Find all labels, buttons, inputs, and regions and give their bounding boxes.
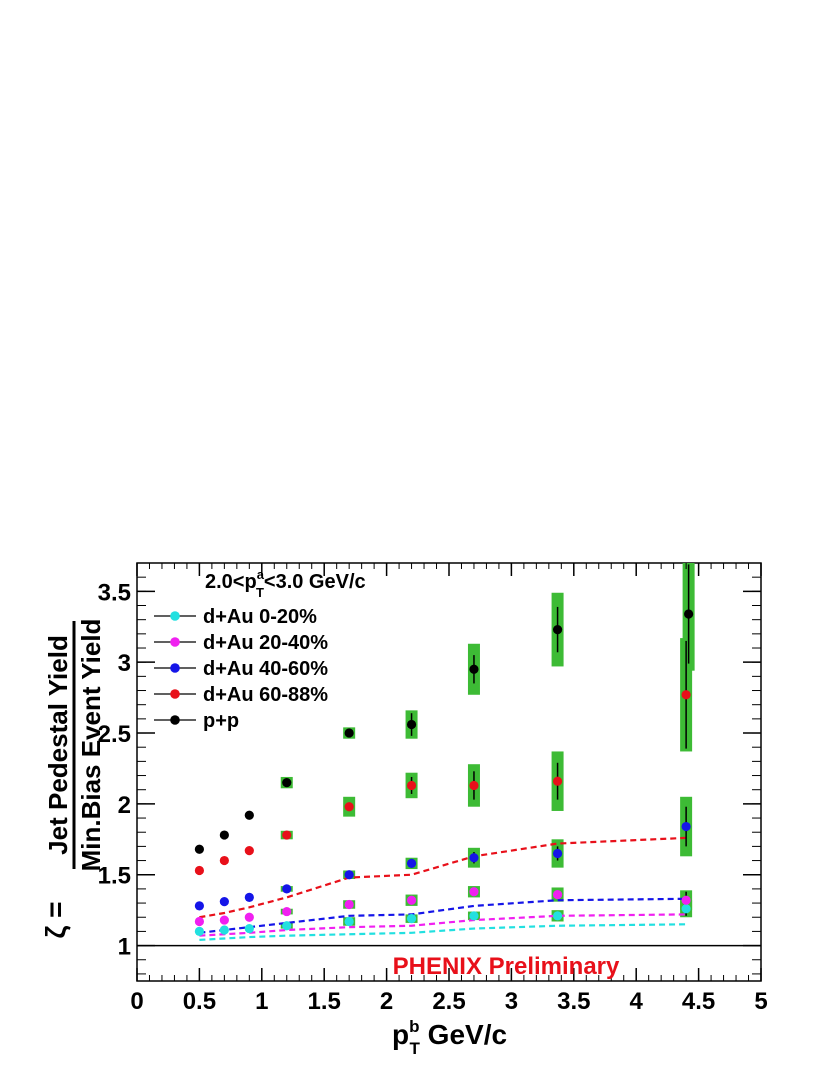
x-tick-label: 0.5 bbox=[183, 988, 216, 1015]
x-axis-title: pb T GeV/c bbox=[392, 1017, 507, 1058]
data-point bbox=[194, 844, 204, 854]
x-tick-label: 0 bbox=[130, 988, 143, 1015]
y-tick-label: 3.5 bbox=[98, 579, 131, 606]
legend-label: d+Au 60-88% bbox=[203, 684, 328, 706]
y-tick-label: 1 bbox=[118, 934, 131, 961]
data-point bbox=[344, 728, 354, 738]
data-point bbox=[469, 780, 479, 791]
y-axis-title: Jet Pedestal Yield Min.Bias Event Yield … bbox=[40, 619, 106, 939]
x-tick-label: 2 bbox=[380, 988, 393, 1015]
legend-label: p+p bbox=[203, 710, 239, 732]
data-point bbox=[552, 624, 563, 635]
model-curve bbox=[199, 836, 687, 919]
data-point bbox=[344, 802, 354, 812]
data-point bbox=[681, 904, 691, 914]
x-tick-label: 3 bbox=[505, 988, 518, 1015]
ylabel-zeta: ζ = bbox=[40, 901, 71, 938]
data-point bbox=[406, 858, 417, 868]
model-curve bbox=[199, 913, 687, 937]
x-tick-label: 3.5 bbox=[557, 988, 590, 1015]
legend-marker bbox=[170, 689, 180, 699]
y-axis: 1 1.5 2 2.5 3 3.5 bbox=[98, 562, 761, 975]
data-point bbox=[406, 895, 417, 905]
title-sup: a bbox=[257, 567, 265, 582]
data-point bbox=[282, 906, 292, 917]
data-point bbox=[219, 897, 229, 907]
data-point bbox=[194, 865, 204, 876]
data-point bbox=[469, 664, 479, 674]
legend-marker bbox=[170, 611, 180, 621]
data-point bbox=[244, 846, 254, 856]
data-point bbox=[552, 889, 563, 900]
data-point bbox=[282, 830, 292, 840]
data-point bbox=[406, 914, 417, 924]
chart-title: 2.0<pa T<3.0 GeV/c bbox=[205, 567, 366, 600]
xlabel-rest: GeV/c bbox=[420, 1019, 507, 1050]
xlabel-sub: T bbox=[410, 1039, 421, 1058]
data-point bbox=[244, 923, 254, 934]
y-tick-label: 2.5 bbox=[98, 721, 131, 748]
legend-marker bbox=[170, 715, 180, 725]
data-point bbox=[406, 780, 417, 791]
y-tick-label: 3 bbox=[118, 650, 131, 677]
data-point bbox=[219, 855, 229, 866]
y-tick-label: 2 bbox=[118, 792, 131, 819]
data-point bbox=[681, 821, 691, 832]
data-point bbox=[194, 916, 204, 927]
data-point bbox=[219, 830, 229, 840]
data-point bbox=[552, 776, 563, 786]
data-point bbox=[219, 915, 229, 925]
data-point bbox=[552, 848, 563, 859]
data-point bbox=[244, 892, 254, 903]
xlabel-p: p bbox=[392, 1019, 409, 1050]
data-point bbox=[194, 901, 204, 911]
data-point bbox=[194, 926, 204, 937]
data-point bbox=[469, 911, 479, 921]
legend-marker bbox=[170, 663, 180, 673]
ylabel-numerator: Jet Pedestal Yield bbox=[43, 635, 73, 855]
x-tick-label: 4.5 bbox=[682, 988, 715, 1015]
legend-label: d+Au 0-20% bbox=[203, 606, 317, 628]
data-point bbox=[219, 925, 229, 935]
data-point bbox=[684, 609, 694, 619]
data-point bbox=[406, 719, 417, 730]
data-point bbox=[282, 778, 292, 788]
y-tick-label: 1.5 bbox=[98, 863, 131, 890]
data-point bbox=[469, 887, 479, 897]
data-point bbox=[282, 921, 292, 931]
title-rest: <3.0 GeV/c bbox=[264, 571, 366, 593]
model-curve bbox=[199, 923, 687, 942]
title-sub: T bbox=[256, 585, 264, 600]
xlabel-sup: b bbox=[409, 1017, 419, 1036]
data-points bbox=[194, 609, 694, 937]
model-curve bbox=[199, 897, 687, 934]
x-tick-label: 4 bbox=[630, 988, 644, 1015]
x-tick-label: 1.5 bbox=[308, 988, 341, 1015]
data-point bbox=[681, 690, 691, 700]
data-point bbox=[469, 853, 479, 863]
data-point bbox=[344, 870, 354, 880]
data-point bbox=[244, 912, 254, 922]
legend-marker bbox=[170, 637, 180, 647]
x-tick-label: 2.5 bbox=[432, 988, 465, 1015]
ylabel-denominator: Min.Bias Event Yield bbox=[76, 619, 106, 872]
systematic-boxes bbox=[280, 563, 695, 929]
data-point bbox=[344, 899, 354, 910]
data-point bbox=[244, 810, 254, 820]
x-tick-label: 5 bbox=[754, 988, 767, 1015]
phenix-preliminary-label: PHENIX Preliminary bbox=[393, 953, 620, 980]
title-prefix: 2.0<p bbox=[205, 571, 257, 593]
x-axis: 0 0.5 1 1.5 2 2.5 3 3.5 4 4.5 5 bbox=[130, 563, 768, 1015]
data-point bbox=[282, 884, 292, 894]
data-point bbox=[344, 916, 354, 927]
legend-label: d+Au 20-40% bbox=[203, 632, 328, 654]
model-curves bbox=[199, 836, 687, 942]
data-point bbox=[681, 895, 691, 905]
legend: d+Au 0-20% d+Au 20-40% d+Au 40-60% d+Au 60-… bbox=[154, 606, 328, 732]
x-tick-label: 1 bbox=[255, 988, 268, 1015]
data-point bbox=[552, 911, 563, 921]
legend-label: d+Au 40-60% bbox=[203, 658, 328, 680]
